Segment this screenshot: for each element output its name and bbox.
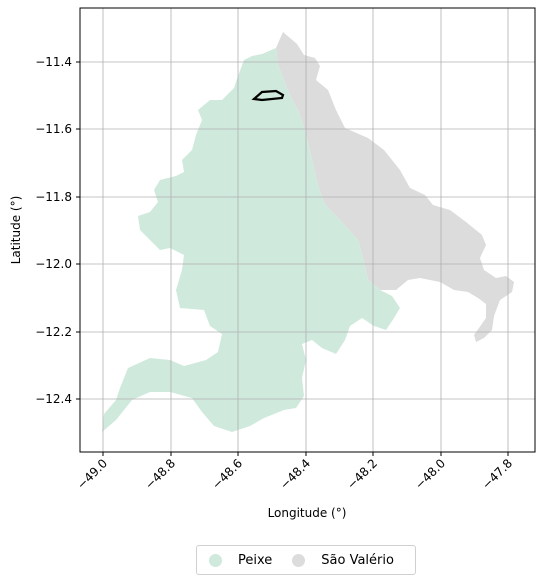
x-tick-label: −49.0 [74, 456, 110, 492]
y-axis-title: Latitude (°) [9, 196, 23, 265]
x-ticks [102, 452, 509, 456]
legend-marker-sao-valerio [292, 553, 306, 567]
legend-label-sao-valerio: São Valério [321, 552, 394, 568]
x-tick-label: −47.8 [479, 456, 515, 492]
y-tick-label: −11.6 [35, 122, 72, 136]
y-tick-label: −11.4 [35, 55, 72, 69]
y-tick-label: −11.8 [35, 190, 72, 204]
y-ticks [76, 61, 80, 400]
plot-border [79, 7, 536, 453]
legend-label-peixe: Peixe [238, 552, 273, 568]
x-tick-label: −48.6 [209, 456, 245, 492]
legend-item-sao-valerio: São Valério [292, 553, 394, 568]
legend-item-peixe: Peixe [209, 553, 272, 568]
legend-marker-peixe [209, 553, 222, 567]
legend: Peixe São Valério [196, 545, 416, 575]
x-tick-label: −48.8 [142, 456, 178, 492]
region-peixe [102, 48, 400, 432]
x-tick-label: −48.2 [344, 456, 380, 492]
y-tick-label: −12.0 [35, 257, 72, 271]
x-tick-label: −48.4 [277, 456, 313, 492]
y-tick-label: −12.4 [35, 392, 72, 406]
x-axis-title: Longitude (°) [268, 506, 347, 520]
x-tick-label: −48.0 [412, 456, 448, 492]
region-sao-valerio [276, 32, 514, 342]
y-tick-label: −12.2 [35, 325, 72, 339]
grid [80, 8, 535, 452]
highlight-outline [251, 89, 285, 102]
